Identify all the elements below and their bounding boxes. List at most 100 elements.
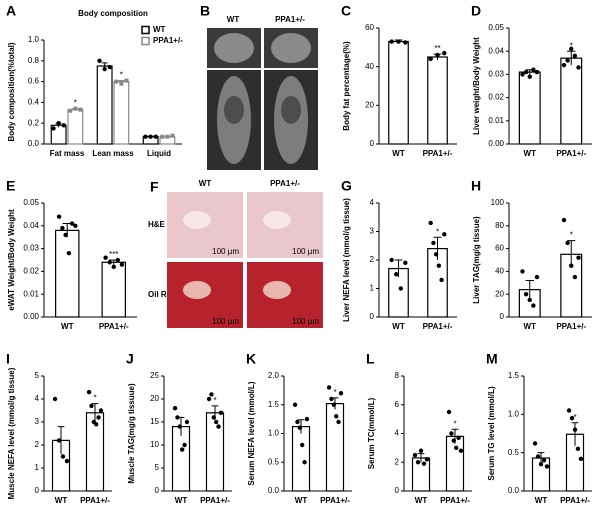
- y-tick-label: 40: [495, 267, 504, 276]
- y-tick-label: 1: [370, 284, 375, 293]
- data-point: [297, 425, 303, 430]
- x-tick-label: WT: [295, 496, 308, 505]
- x-tick-label: Fat mass: [50, 149, 85, 158]
- data-point: [148, 134, 153, 139]
- y-tick-label: 4: [395, 429, 400, 438]
- panel-label: F: [150, 179, 159, 195]
- chart-panel: J Muscle TAG(mg/g tissuue) 0 5 10 15 20 25 WT PPA…: [126, 351, 232, 505]
- y-tick-label: 25: [150, 371, 159, 380]
- legend-label: WT: [153, 25, 166, 34]
- data-point: [531, 303, 536, 308]
- x-tick-label: WT: [55, 496, 68, 505]
- data-point: [424, 457, 430, 462]
- column-label: PPA1+/-: [275, 15, 305, 24]
- data-point: [292, 402, 298, 407]
- x-tick-label: PPA1+/-: [423, 322, 453, 331]
- data-point: [453, 445, 459, 451]
- y-tick-label: 1.0: [28, 35, 40, 44]
- data-point: [304, 416, 310, 422]
- y-axis-label: eWAT Weight/Body Weight: [7, 209, 16, 311]
- scale-bar-label: 100 μm: [212, 317, 239, 326]
- data-point: [523, 69, 529, 75]
- data-point: [576, 255, 581, 260]
- data-point: [569, 46, 574, 52]
- x-tick-label: PPA1+/-: [423, 149, 453, 158]
- bar: [291, 426, 311, 492]
- y-tick-label: 100: [491, 198, 505, 207]
- data-point: [566, 408, 572, 413]
- error-bar: [525, 280, 534, 299]
- y-tick-label: 5: [155, 463, 160, 472]
- data-point: [78, 107, 83, 112]
- data-point: [73, 223, 78, 228]
- data-point: [206, 396, 212, 402]
- data-point: [111, 264, 116, 270]
- y-tick-label: 0: [35, 486, 40, 495]
- data-point: [69, 221, 75, 226]
- data-point: [124, 78, 129, 83]
- chart-panel: H Liver TAG(mg/g tissue) 0 20 40 60 80 100 WT PPA…: [471, 178, 592, 331]
- scale-bar-label: 100 μm: [292, 317, 319, 326]
- panel-label: E: [6, 178, 15, 194]
- chart-panel: D Liver weight/Body Weight 0.00 0.01 0.02 0.0…: [471, 3, 592, 158]
- y-tick-label: 0.5: [268, 457, 280, 466]
- data-point: [329, 396, 334, 402]
- y-tick-label: 3: [370, 227, 375, 236]
- scale-bar-label: 100 μm: [292, 247, 319, 256]
- y-tick-label: 0.01: [23, 289, 39, 298]
- data-point: [442, 232, 447, 237]
- data-point: [576, 65, 581, 70]
- data-point: [103, 255, 108, 260]
- data-point: [73, 106, 78, 111]
- panel-label: I: [6, 351, 10, 367]
- y-tick-label: 0.05: [488, 23, 504, 32]
- error-bar: [567, 50, 576, 66]
- y-tick-label: 2: [370, 255, 375, 264]
- row-label: H&E: [148, 220, 166, 229]
- data-point: [333, 414, 339, 419]
- significance: *: [570, 231, 573, 240]
- data-point: [114, 79, 119, 84]
- data-point: [52, 396, 58, 402]
- data-point: [61, 123, 66, 128]
- data-point: [60, 454, 66, 459]
- y-tick-label: 15: [150, 417, 159, 426]
- y-tick-label: 0: [370, 139, 375, 148]
- data-point: [561, 62, 567, 68]
- significance: *: [120, 71, 123, 80]
- y-tick-label: 0.01: [488, 116, 504, 125]
- data-point: [86, 389, 92, 395]
- data-point: [428, 220, 433, 226]
- chart-panel: L Serum TC(mmol/L) 0 2 4 6 8 WT PPA1+/- *: [366, 351, 472, 505]
- y-tick-label: 20: [495, 289, 504, 298]
- panel-label: G: [341, 178, 352, 194]
- x-tick-label: WT: [415, 496, 428, 505]
- data-point: [97, 58, 102, 63]
- data-point: [172, 406, 178, 411]
- y-tick-label: 5: [35, 371, 40, 380]
- data-point: [572, 53, 578, 59]
- y-tick-label: 2: [35, 440, 40, 449]
- data-point: [64, 458, 70, 464]
- x-tick-label: PPA1+/-: [99, 322, 129, 331]
- significance: *: [213, 396, 216, 405]
- data-point: [218, 410, 224, 415]
- error-bar: [571, 422, 579, 446]
- image-panel: B WT PPA1+/-: [200, 3, 318, 170]
- y-tick-label: 0.04: [23, 221, 39, 230]
- data-point: [541, 458, 547, 463]
- x-tick-label: PPA1+/-: [440, 496, 470, 505]
- data-point: [544, 464, 550, 469]
- y-axis-label: Muscle NEFA level (mmol/g tissue): [7, 367, 16, 499]
- y-tick-label: 0.0: [268, 486, 280, 495]
- significance: *: [453, 419, 456, 428]
- y-axis-label: Serum TC(mmol/L): [367, 397, 376, 469]
- y-tick-label: 0.02: [23, 267, 39, 276]
- column-label: PPA1+/-: [270, 179, 300, 188]
- bar: [113, 80, 130, 145]
- y-tick-label: 60: [365, 23, 374, 32]
- y-tick-label: 0.00: [488, 139, 504, 148]
- x-tick-label: WT: [524, 149, 537, 158]
- ct-organ: [281, 96, 301, 124]
